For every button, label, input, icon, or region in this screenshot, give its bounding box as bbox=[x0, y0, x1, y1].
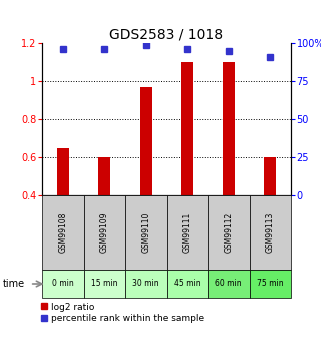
Bar bbox=[208, 270, 249, 298]
Bar bbox=[140, 87, 152, 195]
Text: GSM99113: GSM99113 bbox=[266, 212, 275, 253]
Bar bbox=[56, 148, 69, 195]
Bar bbox=[222, 62, 235, 195]
Text: GSM99111: GSM99111 bbox=[183, 212, 192, 253]
Bar bbox=[249, 270, 291, 298]
Bar bbox=[42, 195, 83, 270]
Bar bbox=[181, 62, 194, 195]
Title: GDS2583 / 1018: GDS2583 / 1018 bbox=[109, 28, 223, 42]
Text: 0 min: 0 min bbox=[52, 279, 74, 288]
Bar bbox=[208, 195, 249, 270]
Text: 75 min: 75 min bbox=[257, 279, 283, 288]
Bar bbox=[264, 157, 276, 195]
Bar bbox=[167, 195, 208, 270]
Text: 15 min: 15 min bbox=[91, 279, 117, 288]
Bar bbox=[249, 195, 291, 270]
Bar bbox=[167, 270, 208, 298]
Bar bbox=[83, 195, 125, 270]
Text: GSM99110: GSM99110 bbox=[141, 212, 150, 253]
Text: time: time bbox=[3, 279, 25, 289]
Text: 30 min: 30 min bbox=[133, 279, 159, 288]
Text: 60 min: 60 min bbox=[215, 279, 242, 288]
Text: 45 min: 45 min bbox=[174, 279, 201, 288]
Text: GSM99112: GSM99112 bbox=[224, 212, 233, 253]
Text: GSM99109: GSM99109 bbox=[100, 212, 109, 253]
Bar bbox=[125, 195, 167, 270]
Bar bbox=[125, 270, 167, 298]
Bar bbox=[42, 270, 83, 298]
Text: GSM99108: GSM99108 bbox=[58, 212, 67, 253]
Bar bbox=[83, 270, 125, 298]
Legend: log2 ratio, percentile rank within the sample: log2 ratio, percentile rank within the s… bbox=[40, 303, 204, 323]
Bar bbox=[98, 157, 110, 195]
